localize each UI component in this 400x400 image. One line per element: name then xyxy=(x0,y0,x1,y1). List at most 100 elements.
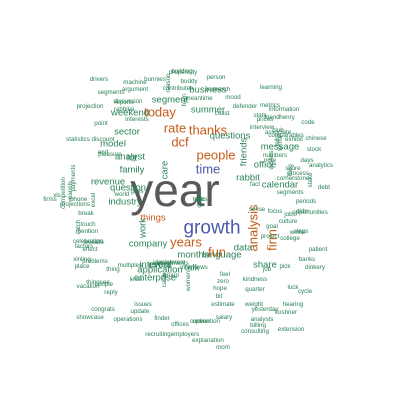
cloud-word-level: level xyxy=(129,275,143,283)
cloud-word-cornerstone: cornerstone xyxy=(276,174,310,182)
cloud-word-coast: coast xyxy=(214,109,230,117)
cloud-word-contributes: contributes xyxy=(162,84,194,92)
cloud-word-information: information xyxy=(268,105,300,113)
cloud-word-dcf: dcf xyxy=(171,134,189,150)
cloud-word-work: work xyxy=(137,217,149,239)
cloud-word-friends: friends xyxy=(238,137,250,167)
cloud-word-luck: luck xyxy=(287,283,299,291)
cloud-word-edc: edc xyxy=(195,195,205,203)
cloud-word-convention: convention xyxy=(190,317,220,325)
cloud-word-years: years xyxy=(170,234,202,250)
cloud-word-bunnies: bunnies xyxy=(144,75,166,83)
cloud-word-finder: finder xyxy=(154,314,170,322)
cloud-word-enterprise: enterprise xyxy=(133,272,177,284)
cloud-word-mention: mention xyxy=(75,227,99,235)
cloud-word-excel: excel xyxy=(89,192,97,208)
cloud-word-interviews: interviews xyxy=(180,263,208,271)
cloud-word-couple: couple xyxy=(94,280,114,288)
cloud-word-buddy: buddy xyxy=(180,77,198,85)
cloud-word-prices: prices xyxy=(256,115,274,123)
cloud-word-months: months xyxy=(177,249,209,261)
cloud-word-comparables: comparables xyxy=(268,131,304,139)
cloud-word-meantime: meantime xyxy=(185,94,213,102)
cloud-word-showcase: showcase xyxy=(76,313,104,321)
cloud-word-goal: goal xyxy=(266,222,278,230)
cloud-word-discount: discount xyxy=(91,135,115,143)
cloud-word-dinkery: dinkery xyxy=(305,263,325,271)
cloud-word-guys: guys xyxy=(130,187,144,195)
cloud-word-interests: interests xyxy=(125,115,149,123)
cloud-word-revenue: revenue xyxy=(90,176,126,188)
cloud-word-stats: stats xyxy=(253,111,267,119)
cloud-word-associate: associate xyxy=(264,128,292,136)
cloud-word-consulting: consulting xyxy=(241,327,269,335)
cloud-word-catch: catch xyxy=(74,219,82,235)
cloud-word-thing: thing xyxy=(106,265,120,273)
cloud-word-focus: focus xyxy=(267,207,283,215)
cloud-word-statistics: statistics xyxy=(66,135,90,143)
cloud-word-mom: mom xyxy=(216,343,230,351)
cloud-word-person: person xyxy=(206,73,226,81)
cloud-word-congrats: congrats xyxy=(91,305,115,313)
cloud-word-argument: argument xyxy=(121,85,149,93)
cloud-word-numbers: numbers xyxy=(262,151,288,159)
cloud-word-rabbitai: rabbitai xyxy=(113,105,135,113)
cloud-word-banks: banks xyxy=(298,255,316,263)
cloud-word-summer: summer xyxy=(190,104,226,116)
cloud-word-business: business xyxy=(189,84,227,96)
cloud-word-firms: firms xyxy=(43,195,57,203)
cloud-word-talk: talk xyxy=(184,262,200,274)
cloud-word-year: year xyxy=(130,164,220,216)
cloud-word-mood: mood xyxy=(225,93,241,101)
cloud-word-employers: employers xyxy=(170,330,200,338)
cloud-word-feel: feel xyxy=(220,270,230,278)
cloud-word-sector: sector xyxy=(114,126,140,138)
cloud-word-debt: debt xyxy=(317,183,331,191)
cloud-word-operations: operations xyxy=(113,315,143,323)
cloud-word-factors: factors xyxy=(74,242,94,250)
cloud-word-cycle: cycle xyxy=(297,287,313,295)
cloud-word-fun: fun xyxy=(207,244,227,260)
cloud-word-share: share xyxy=(253,259,277,271)
cloud-word-projection: projection xyxy=(76,102,104,110)
cloud-word-didn: didn xyxy=(296,207,308,215)
cloud-word-sense: sense xyxy=(248,205,266,213)
cloud-word-stock: stock xyxy=(306,145,322,153)
cloud-word-offices: offices xyxy=(171,320,189,328)
cloud-word-cable: cable xyxy=(160,272,168,288)
cloud-word-times: times xyxy=(192,195,208,203)
cloud-word-thingsee: thingsee xyxy=(86,278,110,286)
cloud-word-culture: culture xyxy=(278,217,298,225)
cloud-word-family: family xyxy=(119,164,145,176)
cloud-word-kushner: kushner xyxy=(274,308,298,316)
cloud-word-company: company xyxy=(128,238,168,250)
cloud-word-end: end xyxy=(97,148,109,156)
cloud-word-bit: bit xyxy=(215,292,223,300)
cloud-word-growth: growth xyxy=(183,217,241,239)
cloud-word-terms: terms xyxy=(276,135,284,151)
cloud-word-note: note xyxy=(263,156,277,164)
cloud-word-steps: steps xyxy=(293,227,309,235)
cloud-word-world: world xyxy=(114,190,130,198)
cloud-word-option: option xyxy=(192,317,210,325)
cloud-word-people: people xyxy=(196,147,236,163)
cloud-word-point: point xyxy=(94,119,108,127)
cloud-word-interest: interest xyxy=(139,259,171,271)
cloud-word-segments: segments xyxy=(276,188,304,196)
cloud-word-building: building xyxy=(171,67,193,75)
cloud-word-henry: henry xyxy=(279,113,295,121)
cloud-word-language: language xyxy=(202,249,242,261)
cloud-word-score: score xyxy=(285,164,301,172)
cloud-word-interview: interview xyxy=(249,123,275,131)
cloud-word-reply: reply xyxy=(104,288,118,296)
cloud-word-rate: rate xyxy=(163,120,187,136)
cloud-word-application: application xyxy=(137,264,183,276)
cloud-word-pleasure: pleasure xyxy=(98,150,122,158)
cloud-word-form: form xyxy=(180,93,188,107)
cloud-word-analysts: analysts xyxy=(250,315,274,323)
cloud-word-touch: touch xyxy=(80,220,96,228)
cloud-word-life: life xyxy=(96,238,104,246)
cloud-word-group: group xyxy=(163,271,179,279)
cloud-word-project: project xyxy=(260,232,280,240)
